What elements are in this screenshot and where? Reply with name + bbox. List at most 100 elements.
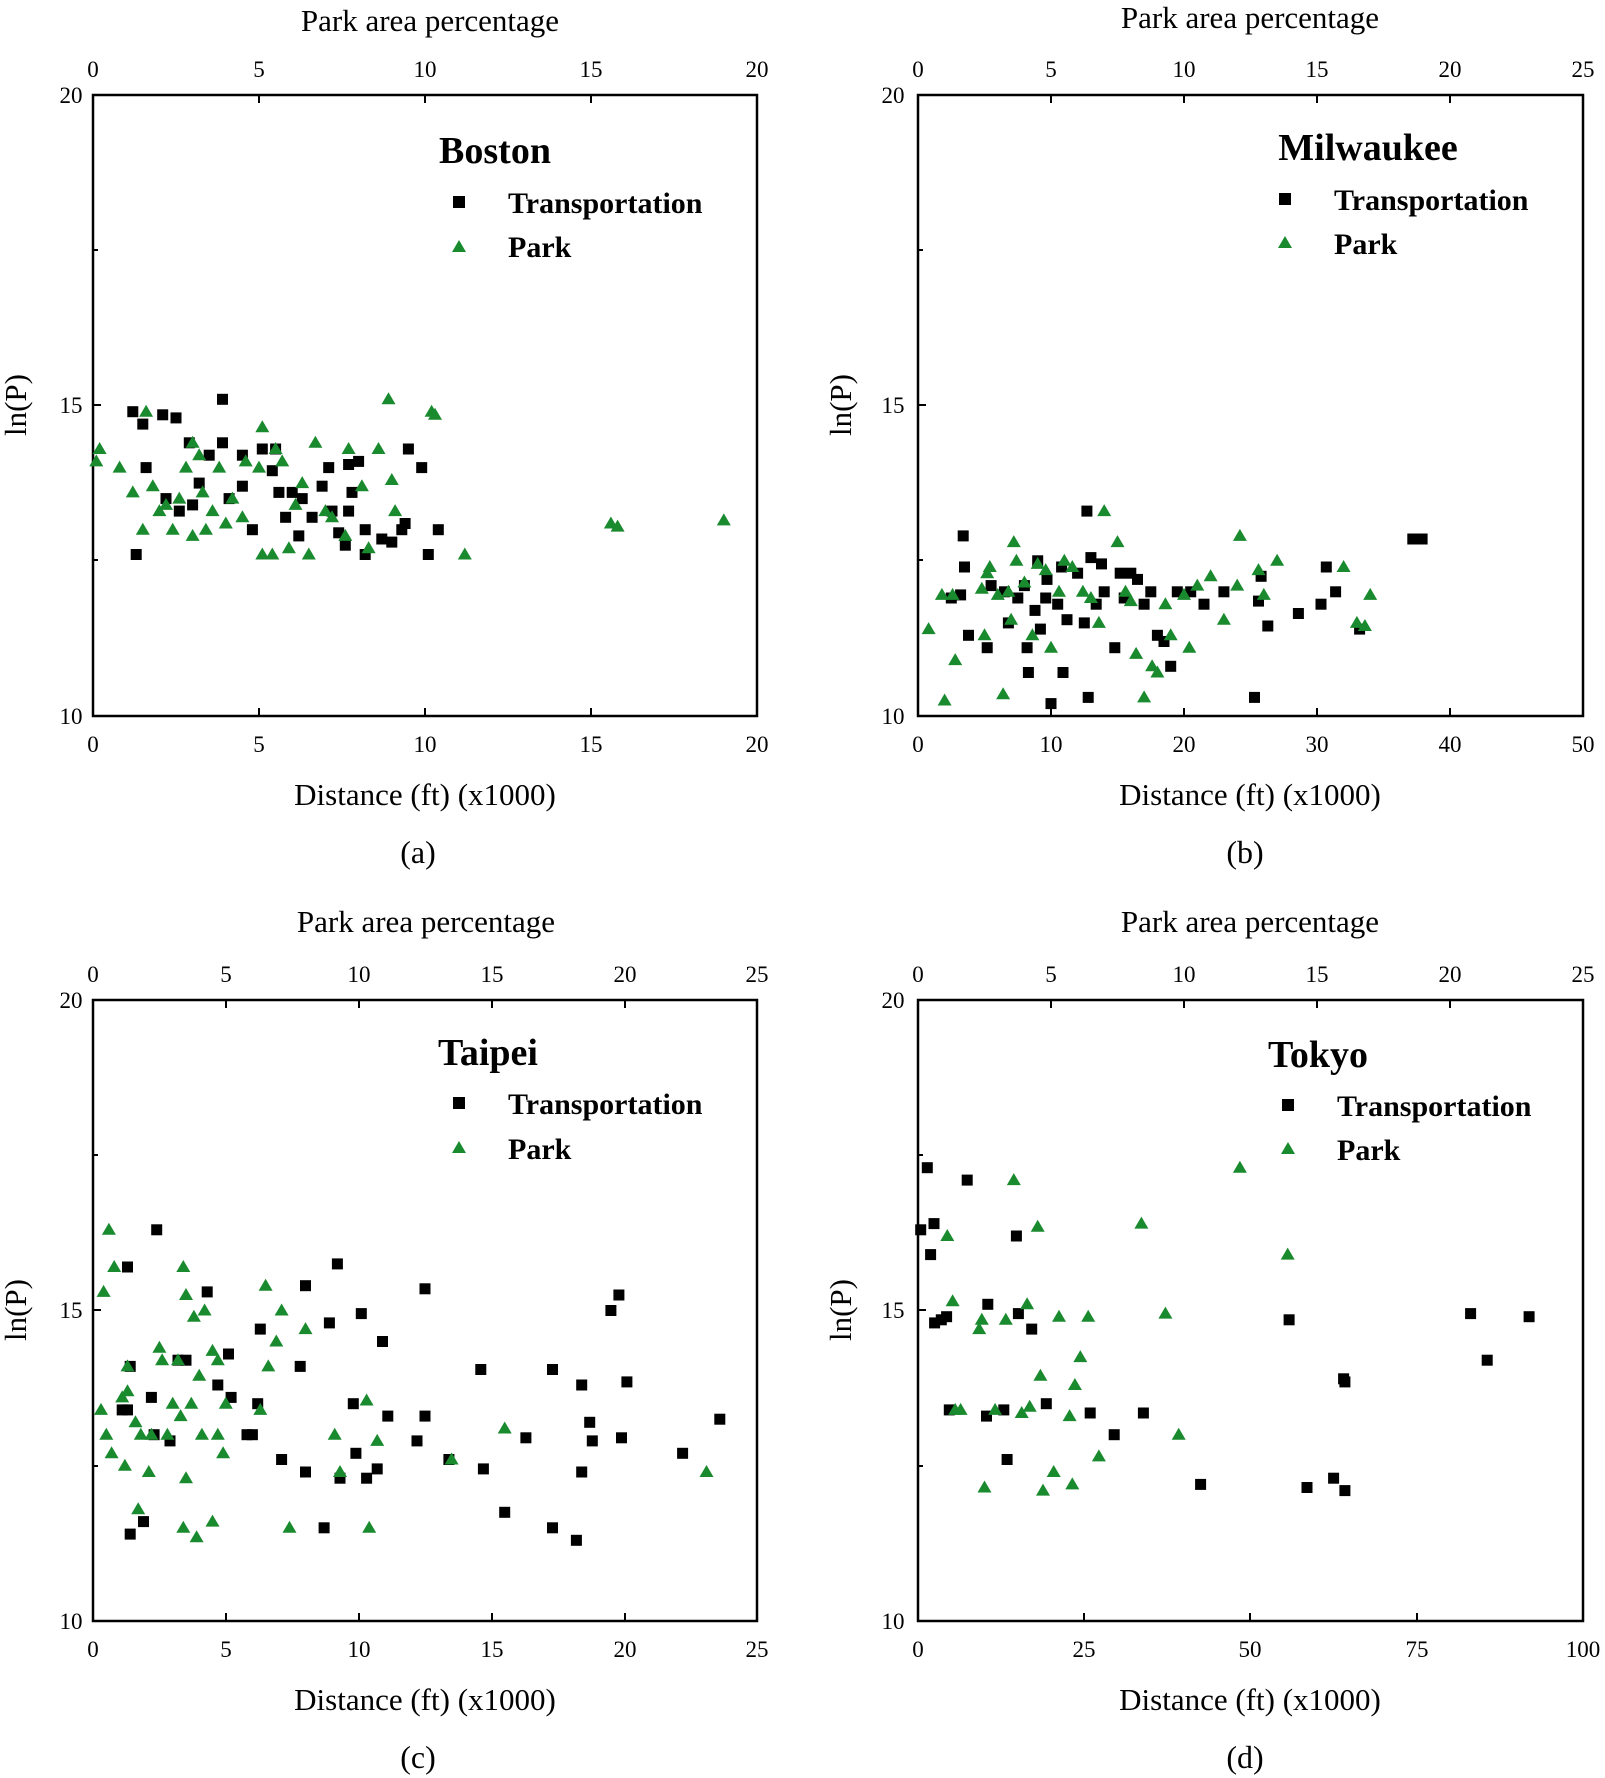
legend-square-marker <box>1279 193 1291 205</box>
x-tick-label: 0 <box>87 732 99 757</box>
transportation-point <box>929 1317 941 1329</box>
park-point <box>1091 1449 1106 1462</box>
park-point <box>298 1322 313 1335</box>
transportation-point <box>157 409 169 421</box>
transportation-point <box>316 480 328 492</box>
transportation-point <box>955 589 967 601</box>
transportation-point <box>1145 586 1157 598</box>
park-point <box>338 528 353 541</box>
park-point <box>1097 504 1112 517</box>
transportation-point <box>334 1472 346 1484</box>
park-point <box>131 1502 146 1515</box>
park-point <box>210 1353 225 1366</box>
park-point <box>179 460 193 473</box>
transportation-point <box>266 465 278 477</box>
transportation-point <box>411 1435 423 1447</box>
transportation-point <box>306 511 318 523</box>
y-tick-label: 10 <box>60 1609 83 1634</box>
park-point <box>327 1427 342 1440</box>
transportation-point <box>252 1398 264 1410</box>
top-tick-label: 10 <box>1173 962 1196 987</box>
park-point <box>112 460 127 473</box>
legend-label: Transportation <box>508 187 703 220</box>
transportation-point <box>187 499 199 511</box>
transportation-point <box>201 1286 213 1298</box>
park-point <box>101 1222 116 1235</box>
park-point <box>99 1427 114 1440</box>
top-tick-label: 5 <box>220 962 232 987</box>
park-point <box>1091 615 1106 628</box>
x-tick-label: 50 <box>1572 732 1595 757</box>
park-point <box>120 1384 135 1397</box>
transportation-point <box>432 524 444 536</box>
x-tick-label: 20 <box>746 732 769 757</box>
transportation-point <box>1056 561 1068 573</box>
y-tick-label: 20 <box>882 988 905 1013</box>
top-tick-label: 20 <box>746 57 769 82</box>
park-point <box>255 547 270 560</box>
x-axis-title: Distance (ft) (x1000) <box>1119 777 1381 812</box>
transportation-point <box>961 1174 973 1186</box>
park-point <box>1145 659 1160 672</box>
park-point <box>996 687 1011 700</box>
transportation-point <box>361 1472 373 1484</box>
park-point <box>953 1402 968 1415</box>
park-point <box>144 1427 159 1440</box>
park-point <box>1363 587 1378 600</box>
transportation-point <box>294 1360 306 1372</box>
park-point <box>370 1433 385 1446</box>
park-point <box>94 1402 108 1415</box>
park-point <box>115 1390 130 1403</box>
transportation-point <box>217 437 228 449</box>
panel-boston: Park area percentage 0 5 10 15 20 20 15 … <box>0 3 769 870</box>
park-point <box>269 1334 284 1347</box>
park-point <box>940 1229 955 1241</box>
top-tick-label: 20 <box>1439 57 1462 82</box>
park-point <box>1006 535 1021 548</box>
transportation-point <box>293 530 305 542</box>
x-tick-label: 5 <box>220 1637 232 1662</box>
park-point <box>1171 1427 1186 1440</box>
park-point <box>171 1353 185 1366</box>
park-point <box>184 1396 199 1409</box>
transportation-point <box>925 1249 937 1261</box>
transportation-point <box>300 1466 311 1478</box>
transportation-point <box>1301 1482 1313 1493</box>
park-point <box>990 587 1005 600</box>
park-point <box>179 1288 193 1300</box>
transportation-point <box>1012 1308 1024 1320</box>
park-point <box>198 522 213 535</box>
park-point <box>945 1294 960 1307</box>
transportation-point <box>1012 592 1024 604</box>
park-point <box>1110 535 1125 548</box>
x-axis-title: Distance (ft) (x1000) <box>294 1682 556 1717</box>
x-tick-label: 100 <box>1566 1637 1601 1662</box>
park-point <box>205 1514 220 1527</box>
transportation-point <box>419 1283 431 1295</box>
transportation-point <box>1040 1398 1052 1410</box>
transportation-point <box>963 629 974 641</box>
park-point <box>1081 1309 1096 1322</box>
x-tick-label: 0 <box>912 732 924 757</box>
transportation-point <box>355 1308 367 1320</box>
park-point <box>934 587 949 600</box>
transportation-point <box>256 443 268 455</box>
transportation-point <box>982 1298 994 1310</box>
transportation-point <box>1171 586 1183 598</box>
park-point <box>301 547 316 560</box>
y-tick-label: 10 <box>60 704 83 729</box>
transportation-point <box>225 1391 237 1403</box>
transportation-point <box>584 1416 596 1428</box>
panel-caption: (d) <box>1226 1739 1263 1775</box>
panel-title: Taipei <box>438 1032 538 1074</box>
park-point <box>192 1368 207 1381</box>
park-point <box>610 519 625 532</box>
park-point <box>186 1309 201 1322</box>
data-points <box>915 1160 1535 1497</box>
top-axis-title: Park area percentage <box>301 3 559 38</box>
park-point <box>444 1452 459 1465</box>
transportation-point <box>1137 1407 1149 1419</box>
park-point <box>980 566 995 579</box>
transportation-point <box>151 1224 163 1236</box>
